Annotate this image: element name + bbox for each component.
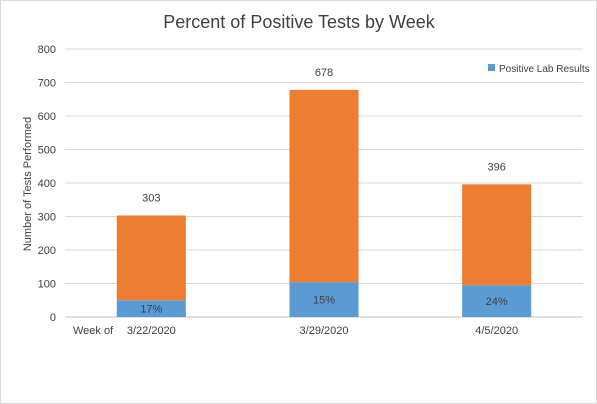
y-tick-label: 700 bbox=[38, 78, 56, 90]
y-tick-label: 500 bbox=[38, 145, 56, 157]
y-tick-label: 100 bbox=[38, 279, 56, 291]
bar-segment-positive bbox=[289, 282, 359, 317]
bar-segment-positive bbox=[116, 300, 186, 317]
x-tick-label: 3/29/2020 bbox=[300, 325, 349, 337]
legend-swatch-positive bbox=[488, 64, 495, 71]
data-labels: 17% 303 15% 678 24% 396 bbox=[140, 67, 508, 316]
bar-segment-positive bbox=[462, 285, 532, 317]
x-tick-label: 4/5/2020 bbox=[475, 325, 518, 337]
x-axis-ticks: 3/22/2020 3/29/2020 4/5/2020 bbox=[127, 325, 518, 337]
data-label-percent: 17% bbox=[140, 304, 162, 316]
data-label-total: 303 bbox=[142, 192, 160, 204]
y-axis-title: Number of Tests Performed bbox=[22, 117, 34, 251]
bar-segment-remaining bbox=[462, 184, 532, 286]
y-axis-ticks: 0 100 200 300 400 500 600 700 800 bbox=[38, 44, 56, 324]
data-label-total: 396 bbox=[487, 161, 505, 173]
legend-label-positive: Positive Lab Results bbox=[499, 64, 590, 75]
chart-title: Percent of Positive Tests by Week bbox=[163, 12, 435, 32]
y-tick-label: 0 bbox=[50, 312, 56, 324]
y-tick-label: 800 bbox=[38, 44, 56, 56]
bar-segment-remaining bbox=[289, 89, 359, 283]
x-axis-title: Week of bbox=[73, 325, 114, 337]
y-tick-label: 600 bbox=[38, 111, 56, 123]
data-label-total: 678 bbox=[315, 67, 333, 79]
legend: Positive Lab Results bbox=[488, 64, 590, 75]
data-label-percent: 15% bbox=[313, 295, 335, 307]
x-tick-label: 3/22/2020 bbox=[127, 325, 176, 337]
bar-segment-remaining bbox=[116, 215, 186, 301]
bars bbox=[116, 89, 532, 317]
data-label-percent: 24% bbox=[486, 296, 508, 308]
y-tick-label: 300 bbox=[38, 212, 56, 224]
y-tick-label: 200 bbox=[38, 245, 56, 257]
y-tick-label: 400 bbox=[38, 178, 56, 190]
